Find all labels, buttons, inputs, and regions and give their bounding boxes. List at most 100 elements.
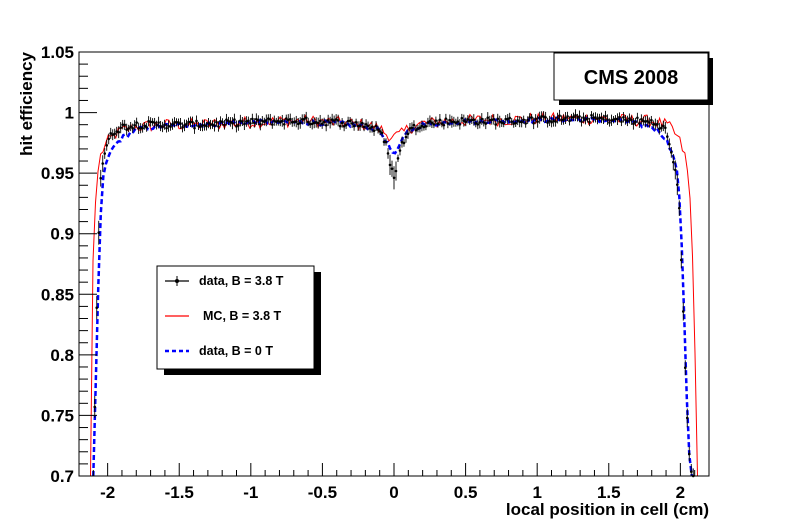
data-point bbox=[175, 120, 178, 124]
data-point bbox=[121, 123, 124, 126]
data-point bbox=[384, 140, 388, 144]
data-point bbox=[302, 117, 306, 121]
data-point bbox=[265, 119, 268, 122]
data-point bbox=[157, 121, 160, 124]
data-point bbox=[510, 120, 514, 123]
data-point bbox=[304, 116, 308, 119]
data-point bbox=[177, 121, 180, 124]
data-point bbox=[103, 152, 107, 155]
data-point bbox=[412, 123, 416, 127]
data-point bbox=[392, 176, 396, 180]
data-point bbox=[494, 123, 498, 126]
x-axis-ticks bbox=[78, 463, 710, 476]
data-point bbox=[398, 149, 402, 152]
data-point bbox=[450, 120, 454, 124]
y-axis-title: hit efficiency bbox=[17, 51, 36, 155]
data-point bbox=[105, 144, 109, 147]
data-point bbox=[456, 120, 460, 123]
data-point bbox=[131, 126, 134, 130]
data-point bbox=[298, 121, 302, 125]
data-point bbox=[610, 119, 613, 122]
data-point bbox=[448, 118, 452, 122]
data-point bbox=[257, 118, 260, 122]
data-point bbox=[438, 118, 442, 122]
data-point bbox=[422, 125, 426, 129]
y-axis-tick-labels: 0.7 0.75 0.8 0.85 0.9 0.95 1 1.05 bbox=[41, 43, 74, 486]
series-b0-dashed-line bbox=[92, 115, 694, 477]
data-point bbox=[656, 122, 659, 126]
data-point bbox=[484, 122, 488, 125]
data-point bbox=[586, 117, 589, 120]
data-point bbox=[364, 123, 368, 126]
data-point bbox=[542, 115, 545, 118]
data-point bbox=[163, 123, 166, 127]
data-point bbox=[606, 118, 609, 121]
data-point bbox=[574, 113, 577, 117]
data-point bbox=[352, 124, 356, 128]
data-point bbox=[638, 122, 641, 125]
legend-frame bbox=[156, 265, 315, 370]
data-point bbox=[205, 124, 208, 128]
data-point bbox=[522, 118, 525, 122]
data-point bbox=[584, 118, 587, 121]
data-point bbox=[592, 116, 595, 119]
data-point bbox=[233, 118, 236, 121]
data-point bbox=[354, 121, 358, 124]
data-point bbox=[263, 120, 266, 124]
data-point bbox=[137, 126, 140, 130]
data-point bbox=[502, 122, 506, 125]
data-point bbox=[330, 118, 334, 121]
data-point bbox=[386, 152, 390, 155]
data-point bbox=[249, 122, 252, 125]
data-point bbox=[179, 122, 182, 125]
x-tick-label: -0.5 bbox=[308, 483, 337, 502]
x-tick-label: -1.5 bbox=[165, 483, 194, 502]
data-point bbox=[590, 113, 593, 117]
data-point bbox=[147, 119, 150, 123]
data-point bbox=[490, 118, 494, 122]
data-point bbox=[153, 121, 156, 124]
data-point bbox=[394, 169, 398, 173]
data-point bbox=[159, 124, 162, 128]
data-point bbox=[668, 142, 671, 146]
data-point bbox=[685, 416, 689, 420]
data-point bbox=[420, 124, 424, 128]
data-point bbox=[558, 114, 561, 118]
data-point bbox=[552, 119, 555, 123]
data-point bbox=[370, 125, 374, 129]
data-point bbox=[576, 116, 579, 120]
data-point bbox=[312, 121, 316, 125]
x-axis-title: local position in cell (cm) bbox=[506, 500, 709, 519]
data-point bbox=[348, 119, 352, 123]
data-point bbox=[530, 116, 533, 119]
y-tick-label: 0.7 bbox=[50, 467, 74, 486]
data-point bbox=[261, 119, 264, 123]
data-point bbox=[139, 126, 142, 130]
data-point bbox=[634, 120, 637, 124]
data-point bbox=[516, 119, 519, 122]
data-point bbox=[292, 120, 296, 124]
y-axis-ticks bbox=[79, 51, 97, 477]
data-point bbox=[141, 126, 144, 130]
data-point bbox=[129, 125, 132, 128]
data-point bbox=[478, 121, 482, 124]
data-point bbox=[145, 126, 148, 129]
data-point bbox=[514, 121, 517, 125]
data-point bbox=[648, 121, 651, 124]
data-point bbox=[338, 124, 342, 128]
data-point bbox=[578, 115, 581, 118]
legend-label: data, B = 0 T bbox=[199, 344, 273, 358]
data-point bbox=[155, 123, 158, 127]
data-point bbox=[582, 116, 585, 119]
series-layer bbox=[90, 109, 698, 478]
data-point bbox=[554, 120, 557, 123]
data-point bbox=[344, 123, 348, 127]
data-point bbox=[111, 133, 115, 137]
data-point bbox=[544, 116, 547, 119]
data-point bbox=[436, 122, 440, 125]
data-point bbox=[482, 121, 486, 124]
data-point bbox=[149, 120, 152, 124]
data-point bbox=[464, 120, 468, 124]
data-point bbox=[247, 119, 250, 123]
data-point bbox=[284, 117, 288, 120]
